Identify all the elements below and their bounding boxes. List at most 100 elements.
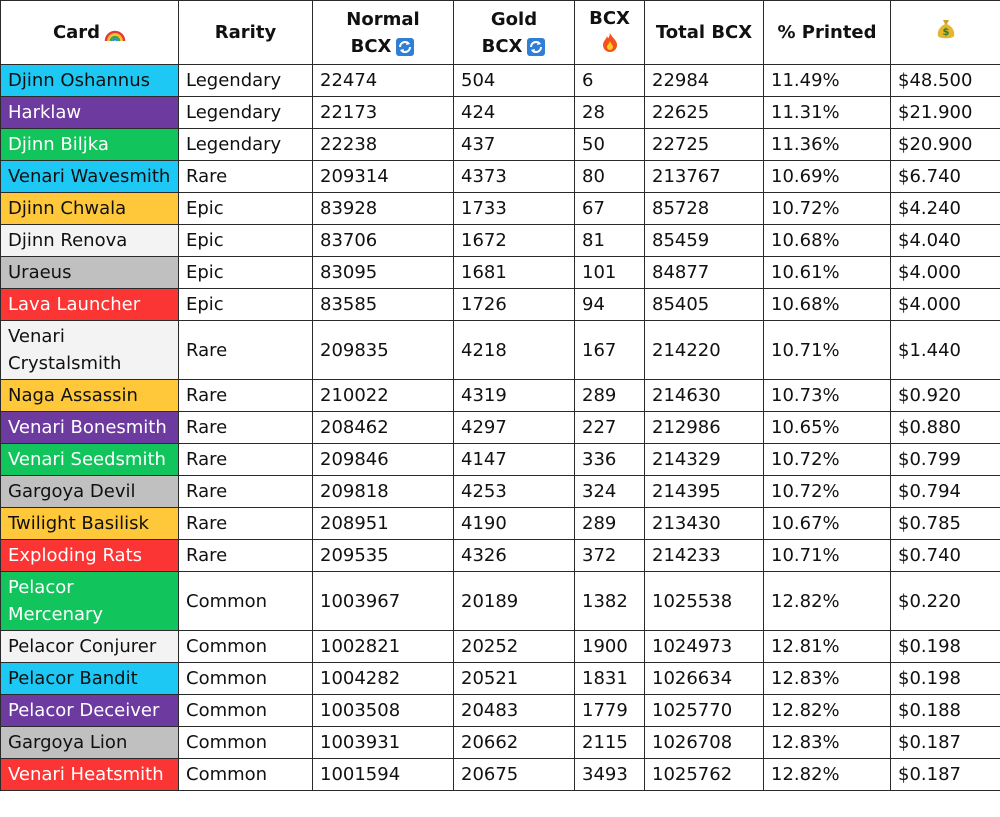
rarity-cell: Legendary	[178, 96, 313, 129]
gold-cell: 20521	[453, 662, 575, 695]
gold-cell: 4326	[453, 539, 575, 572]
total-cell: 85405	[644, 288, 764, 321]
price-cell: $0.188	[890, 694, 1000, 727]
card-cell: Pelacor Bandit	[0, 662, 179, 695]
normal-cell: 1004282	[312, 662, 454, 695]
price-cell: $0.920	[890, 379, 1000, 412]
printed-cell: 10.61%	[763, 256, 891, 289]
price-cell: $4.000	[890, 288, 1000, 321]
refresh-icon	[396, 37, 415, 56]
header-cell: Card	[0, 0, 179, 65]
rarity-cell: Legendary	[178, 128, 313, 161]
rarity-cell: Epic	[178, 256, 313, 289]
total-cell: 22984	[644, 64, 764, 97]
rarity-cell: Rare	[178, 539, 313, 572]
header-text: Gold BCX	[481, 8, 538, 57]
card-cell: Gargoya Devil	[0, 475, 179, 508]
rainbow-icon	[104, 30, 126, 42]
printed-cell: 10.65%	[763, 411, 891, 444]
total-cell: 84877	[644, 256, 764, 289]
card-row: Venari Crystalsmith Rare 209835 4218 167 2142…	[0, 320, 1000, 380]
gold-cell: 4297	[453, 411, 575, 444]
printed-cell: 10.72%	[763, 475, 891, 508]
burned-cell: 2115	[574, 726, 645, 759]
rarity-cell: Common	[178, 630, 313, 663]
rarity-cell: Epic	[178, 288, 313, 321]
card-row: Pelacor Bandit Common 1004282 20521 1831 1026…	[0, 662, 1000, 695]
printed-cell: 10.67%	[763, 507, 891, 540]
price-cell: $0.785	[890, 507, 1000, 540]
table-body: Djinn Oshannus Legendary 22474 504 6 22984 11.…	[0, 64, 1000, 791]
header-cell: Normal BCX	[312, 0, 454, 65]
fire-icon	[602, 33, 617, 52]
printed-cell: 12.82%	[763, 694, 891, 727]
printed-cell: 11.36%	[763, 128, 891, 161]
normal-cell: 83585	[312, 288, 454, 321]
price-cell: $4.240	[890, 192, 1000, 225]
printed-cell: 12.83%	[763, 726, 891, 759]
price-cell: $21.900	[890, 96, 1000, 129]
gold-cell: 1681	[453, 256, 575, 289]
gold-cell: 504	[453, 64, 575, 97]
burned-cell: 28	[574, 96, 645, 129]
burned-cell: 1382	[574, 571, 645, 631]
total-cell: 1025770	[644, 694, 764, 727]
total-cell: 1026708	[644, 726, 764, 759]
gold-cell: 20252	[453, 630, 575, 663]
rarity-cell: Rare	[178, 443, 313, 476]
card-cell: Harklaw	[0, 96, 179, 129]
price-cell: $6.740	[890, 160, 1000, 193]
total-cell: 213430	[644, 507, 764, 540]
card-cell: Pelacor Mercenary	[0, 571, 179, 631]
normal-cell: 209835	[312, 320, 454, 380]
svg-text:$: $	[942, 27, 949, 38]
header-text: Normal BCX	[346, 8, 420, 57]
rarity-cell: Common	[178, 694, 313, 727]
card-row: Naga Assassin Rare 210022 4319 289 214630 10.7…	[0, 379, 1000, 412]
gold-cell: 1733	[453, 192, 575, 225]
normal-cell: 22474	[312, 64, 454, 97]
normal-cell: 209818	[312, 475, 454, 508]
printed-cell: 12.83%	[763, 662, 891, 695]
card-cell: Naga Assassin	[0, 379, 179, 412]
header-cell: Rarity	[178, 0, 313, 65]
printed-cell: 10.73%	[763, 379, 891, 412]
price-cell: $4.040	[890, 224, 1000, 257]
price-cell: $1.440	[890, 320, 1000, 380]
rarity-cell: Common	[178, 571, 313, 631]
card-row: Exploding Rats Rare 209535 4326 372 214233 10.…	[0, 539, 1000, 572]
normal-cell: 83928	[312, 192, 454, 225]
rarity-cell: Rare	[178, 379, 313, 412]
total-cell: 1025762	[644, 758, 764, 791]
header-text: Total BCX	[655, 22, 753, 43]
card-row: Pelacor Deceiver Common 1003508 20483 1779 10…	[0, 694, 1000, 727]
burned-cell: 94	[574, 288, 645, 321]
card-cell: Djinn Oshannus	[0, 64, 179, 97]
price-cell: $0.198	[890, 662, 1000, 695]
card-cell: Pelacor Deceiver	[0, 694, 179, 727]
gold-cell: 4190	[453, 507, 575, 540]
price-cell: $0.220	[890, 571, 1000, 631]
card-row: Venari Seedsmith Rare 209846 4147 336 214329 1…	[0, 443, 1000, 476]
gold-cell: 20675	[453, 758, 575, 791]
burned-cell: 80	[574, 160, 645, 193]
card-cell: Venari Bonesmith	[0, 411, 179, 444]
price-cell: $4.000	[890, 256, 1000, 289]
burned-cell: 81	[574, 224, 645, 257]
burned-cell: 6	[574, 64, 645, 97]
header-cell: Gold BCX	[453, 0, 575, 65]
card-row: Venari Bonesmith Rare 208462 4297 227 212986 1…	[0, 411, 1000, 444]
card-row: Lava Launcher Epic 83585 1726 94 85405 10.68% $…	[0, 288, 1000, 321]
total-cell: 214220	[644, 320, 764, 380]
burned-cell: 336	[574, 443, 645, 476]
normal-cell: 208462	[312, 411, 454, 444]
price-cell: $0.198	[890, 630, 1000, 663]
gold-cell: 4319	[453, 379, 575, 412]
burned-cell: 50	[574, 128, 645, 161]
normal-cell: 209535	[312, 539, 454, 572]
header-text: Rarity	[214, 22, 277, 43]
card-cell: Djinn Chwala	[0, 192, 179, 225]
normal-cell: 1003967	[312, 571, 454, 631]
burned-cell: 289	[574, 379, 645, 412]
